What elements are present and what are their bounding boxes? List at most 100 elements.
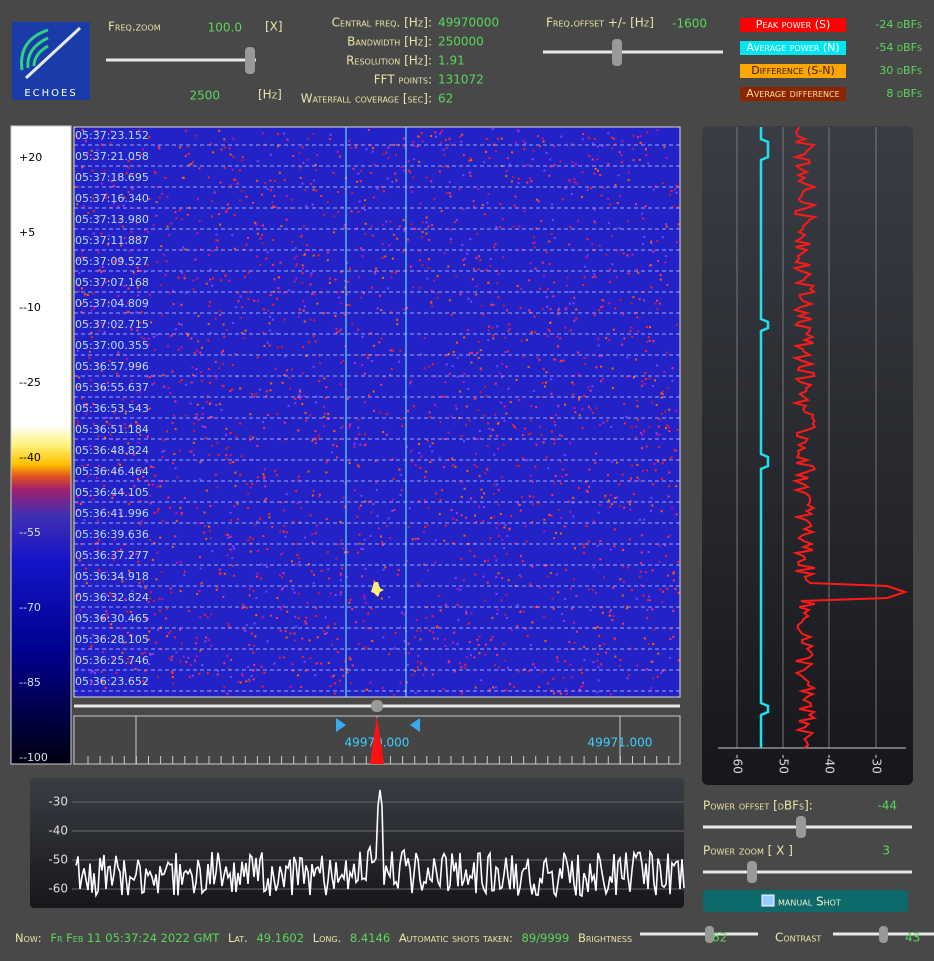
- waterfall-pixel: [516, 129, 519, 132]
- waterfall-pixel: [529, 177, 532, 180]
- waterfall-pixel: [537, 200, 540, 203]
- waterfall-pixel: [380, 186, 383, 189]
- waterfall-pixel: [305, 355, 308, 357]
- waterfall-pixel: [126, 631, 129, 634]
- waterfall-pixel: [244, 629, 247, 632]
- waterfall-pixel: [210, 644, 213, 647]
- lat-label: Lat.: [228, 931, 248, 945]
- waterfall-pixel: [656, 299, 659, 302]
- waterfall-pixel: [447, 431, 450, 434]
- waterfall-pixel: [180, 346, 183, 349]
- timestamp: 05:36:39.636: [75, 528, 149, 541]
- waterfall-pixel: [579, 501, 582, 504]
- waterfall-pixel: [668, 430, 671, 433]
- timestamp: 05:37:07.168: [75, 276, 149, 289]
- waterfall-pixel: [205, 636, 208, 639]
- waterfall-pixel: [279, 530, 282, 533]
- waterfall-pixel: [119, 218, 122, 221]
- waterfall-pixel: [551, 219, 554, 221]
- waterfall-pixel: [420, 353, 423, 356]
- waterfall-pixel: [553, 537, 555, 539]
- waterfall-pixel: [572, 383, 575, 386]
- waterfall-pixel: [310, 182, 313, 185]
- left-marker[interactable]: [336, 718, 346, 732]
- timestamp: 05:36:44.105: [75, 486, 149, 499]
- waterfall-pixel: [249, 413, 252, 416]
- waterfall-pixel: [152, 224, 155, 227]
- waterfall-pixel: [505, 689, 508, 692]
- waterfall-pixel: [518, 504, 521, 507]
- waterfall-pixel: [632, 296, 635, 299]
- palette-label: --100: [19, 751, 48, 764]
- waterfall-pixel: [237, 300, 240, 303]
- manual-shot-button[interactable]: [703, 890, 908, 912]
- waterfall-pixel: [675, 485, 678, 488]
- waterfall-pixel: [452, 641, 454, 644]
- waterfall-pixel: [370, 225, 373, 228]
- waterfall-pixel: [656, 364, 658, 367]
- waterfall-pixel: [157, 510, 159, 513]
- waterfall-pixel: [497, 572, 500, 575]
- waterfall-pixel: [195, 413, 198, 416]
- waterfall-pixel: [117, 550, 120, 552]
- waterfall-pixel: [668, 408, 671, 411]
- freq-offset-slider[interactable]: [612, 39, 622, 66]
- power-zoom-value: 3: [882, 844, 890, 858]
- waterfall-pixel: [611, 386, 614, 389]
- waterfall-pixel: [111, 494, 114, 497]
- waterfall-pixel: [552, 677, 555, 680]
- waterfall-pixel: [214, 360, 217, 363]
- waterfall-pixel: [204, 525, 207, 527]
- waterfall-pixel: [76, 667, 79, 670]
- waterfall-pixel: [578, 398, 581, 401]
- waterfall-pixel: [474, 514, 476, 517]
- waterfall-pixel: [100, 387, 103, 390]
- waterfall-pixel: [81, 256, 84, 259]
- waterfall-pixel: [492, 143, 495, 146]
- waterfall-pixel: [513, 542, 516, 545]
- param-value: 62: [438, 92, 453, 106]
- waterfall-scroll-slider[interactable]: [371, 700, 383, 712]
- waterfall-pixel: [618, 194, 621, 197]
- waterfall-pixel: [505, 365, 508, 368]
- right-marker[interactable]: [410, 718, 420, 732]
- waterfall-pixel: [192, 441, 195, 444]
- waterfall-pixel: [314, 163, 317, 166]
- waterfall-pixel: [477, 644, 480, 646]
- lat: 49.1602: [256, 931, 304, 945]
- brightness-slider[interactable]: [705, 926, 714, 943]
- waterfall-pixel: [569, 663, 572, 666]
- waterfall-pixel: [479, 367, 482, 370]
- waterfall-pixel: [465, 612, 468, 615]
- waterfall-pixel: [150, 321, 153, 324]
- waterfall-pixel: [335, 445, 338, 448]
- waterfall-pixel: [525, 338, 528, 341]
- power-zoom-slider[interactable]: [747, 861, 757, 883]
- waterfall-pixel: [587, 386, 590, 389]
- waterfall-pixel: [534, 606, 537, 608]
- power-offset-slider[interactable]: [796, 816, 806, 838]
- waterfall-pixel: [281, 552, 284, 555]
- waterfall-pixel: [290, 368, 293, 371]
- waterfall-pixel: [299, 397, 302, 400]
- waterfall-pixel: [130, 610, 133, 613]
- waterfall-pixel: [593, 220, 596, 223]
- waterfall-pixel: [382, 636, 385, 639]
- waterfall-pixel: [346, 668, 349, 671]
- waterfall-pixel: [520, 287, 523, 290]
- waterfall-pixel: [484, 643, 487, 646]
- waterfall-pixel: [255, 597, 258, 599]
- waterfall-pixel: [346, 671, 349, 674]
- waterfall-pixel: [357, 465, 360, 468]
- waterfall-pixel: [184, 129, 187, 132]
- waterfall-pixel: [646, 609, 649, 611]
- waterfall-pixel: [528, 495, 531, 498]
- contrast-slider[interactable]: [879, 926, 888, 943]
- waterfall-pixel: [496, 447, 499, 450]
- freq-zoom-slider[interactable]: [245, 47, 255, 74]
- waterfall-pixel: [299, 166, 302, 169]
- waterfall-pixel: [113, 471, 115, 473]
- waterfall-pixel: [109, 142, 112, 145]
- timestamp: 05:36:51.184: [75, 423, 149, 436]
- waterfall-pixel: [369, 681, 372, 684]
